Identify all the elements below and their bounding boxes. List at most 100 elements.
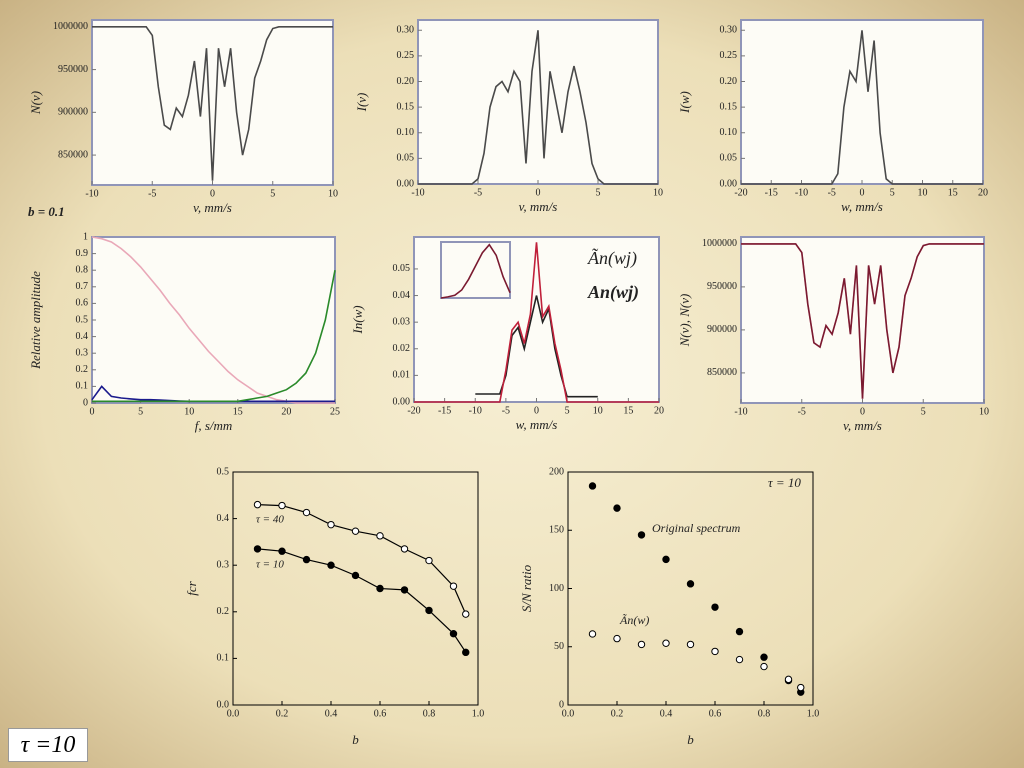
y-axis-label: N(v), N(v) bbox=[677, 294, 692, 348]
data-point bbox=[760, 662, 768, 671]
data-point bbox=[327, 520, 335, 529]
x-tick-label: -10 bbox=[734, 406, 747, 417]
x-tick-label: 0.8 bbox=[758, 708, 771, 719]
x-tick-label: -20 bbox=[407, 405, 420, 416]
x-tick-label: 10 bbox=[328, 188, 338, 199]
x-tick-label: -5 bbox=[828, 187, 836, 198]
x-tick-label: 0.8 bbox=[423, 708, 436, 719]
legend-label: An(wj) bbox=[587, 282, 639, 303]
data-point bbox=[686, 580, 695, 588]
y-tick-label: 0.2 bbox=[217, 606, 230, 617]
data-point bbox=[449, 582, 458, 590]
series-line bbox=[92, 26, 333, 181]
x-tick-label: 5 bbox=[565, 405, 570, 416]
data-point bbox=[327, 561, 335, 569]
y-tick-label: 0.05 bbox=[393, 263, 411, 274]
x-axis-label: v, mm/s bbox=[193, 200, 232, 215]
y-tick-label: 0.3 bbox=[217, 559, 230, 570]
y-tick-label: 0.04 bbox=[393, 290, 411, 301]
legend-label: Ãn(w) bbox=[619, 613, 649, 627]
data-point bbox=[686, 640, 695, 649]
data-point bbox=[662, 639, 670, 647]
x-tick-label: 5 bbox=[921, 406, 926, 417]
y-tick-label: 1000000 bbox=[702, 238, 737, 249]
y-tick-label: 950000 bbox=[58, 64, 88, 75]
y-axis-label: I(v) bbox=[354, 93, 369, 113]
y-tick-label: 100 bbox=[549, 583, 564, 594]
x-axis-label: w, mm/s bbox=[841, 199, 883, 214]
x-tick-label: 0 bbox=[860, 187, 865, 198]
y-tick-label: 0.15 bbox=[720, 101, 738, 112]
y-tick-label: 0.1 bbox=[217, 653, 230, 664]
plot-frame bbox=[91, 19, 334, 186]
plot-frame bbox=[232, 471, 479, 706]
data-point bbox=[462, 610, 470, 618]
x-tick-label: -10 bbox=[85, 188, 98, 199]
x-tick-label: 5 bbox=[138, 406, 143, 417]
series-line bbox=[741, 243, 984, 399]
y-tick-label: 950000 bbox=[707, 281, 737, 292]
plot-frame bbox=[440, 241, 511, 299]
plot-frame bbox=[740, 19, 984, 185]
data-point bbox=[278, 547, 286, 555]
y-axis-label: I(w) bbox=[677, 91, 692, 114]
y-tick-label: 0.30 bbox=[720, 25, 738, 36]
y-tick-label: 0.3 bbox=[76, 347, 89, 358]
data-point bbox=[376, 532, 384, 540]
data-point bbox=[760, 653, 768, 661]
series-line bbox=[418, 30, 658, 185]
slide-label: τ =10 bbox=[8, 728, 88, 762]
y-tick-label: 850000 bbox=[58, 149, 88, 160]
series-line bbox=[257, 504, 467, 615]
x-tick-label: -10 bbox=[795, 187, 808, 198]
data-point bbox=[588, 482, 597, 490]
x-tick-label: 10 bbox=[918, 187, 928, 198]
y-tick-label: 1 bbox=[83, 231, 88, 242]
y-tick-label: 0.20 bbox=[397, 76, 415, 87]
legend-label: τ = 40 bbox=[256, 514, 284, 526]
plot-frame bbox=[91, 236, 336, 404]
y-tick-label: 0.10 bbox=[397, 127, 415, 138]
y-tick-label: 0.02 bbox=[393, 343, 411, 354]
data-point bbox=[637, 531, 646, 539]
y-tick-label: 0.25 bbox=[397, 50, 415, 61]
x-tick-label: 10 bbox=[653, 187, 663, 198]
y-tick-label: 0.03 bbox=[393, 316, 411, 327]
annotation: τ = 10 bbox=[768, 475, 801, 490]
data-point bbox=[400, 545, 409, 553]
y-tick-label: 200 bbox=[549, 466, 564, 477]
y-tick-label: 0.1 bbox=[76, 381, 89, 392]
data-point bbox=[711, 603, 719, 611]
y-tick-label: 900000 bbox=[707, 324, 737, 335]
x-tick-label: 5 bbox=[596, 187, 601, 198]
data-point bbox=[351, 527, 360, 535]
x-tick-label: 0.6 bbox=[709, 708, 722, 719]
data-point bbox=[302, 555, 311, 564]
x-tick-label: -5 bbox=[474, 187, 482, 198]
y-tick-label: 0.8 bbox=[76, 264, 89, 275]
data-point bbox=[735, 655, 744, 664]
y-tick-label: 0.00 bbox=[397, 178, 415, 189]
y-tick-label: 850000 bbox=[707, 367, 737, 378]
data-point bbox=[253, 545, 262, 553]
y-tick-label: 0.2 bbox=[76, 364, 89, 375]
x-tick-label: 0 bbox=[860, 406, 865, 417]
x-tick-label: 25 bbox=[330, 406, 340, 417]
data-point bbox=[302, 508, 311, 517]
x-tick-label: -15 bbox=[438, 405, 451, 416]
x-tick-label: 10 bbox=[979, 406, 989, 417]
x-tick-label: 15 bbox=[948, 187, 958, 198]
y-tick-label: 0.00 bbox=[720, 178, 738, 189]
y-tick-label: 0.6 bbox=[76, 298, 89, 309]
data-point bbox=[613, 504, 621, 512]
x-tick-label: 15 bbox=[623, 405, 633, 416]
annotation: b = 0.1 bbox=[28, 204, 65, 219]
x-tick-label: -20 bbox=[734, 187, 747, 198]
data-point bbox=[351, 571, 360, 580]
y-tick-label: 1000000 bbox=[53, 21, 88, 32]
x-axis-label: f, s/mm bbox=[195, 418, 233, 433]
y-tick-label: 0.25 bbox=[720, 50, 738, 61]
data-point bbox=[376, 584, 384, 593]
